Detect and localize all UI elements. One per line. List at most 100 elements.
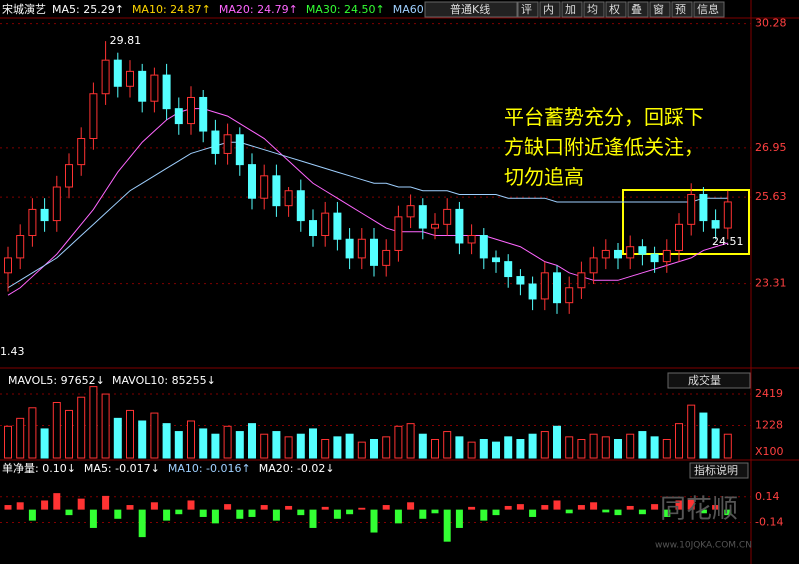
- candle-body: [101, 59, 110, 95]
- candle-body: [370, 238, 378, 266]
- legend-entry: MAVOL10: 85255↓: [112, 374, 216, 387]
- netflow-bar: [102, 495, 110, 510]
- candle-body: [174, 108, 183, 125]
- help-button[interactable]: [689, 462, 749, 479]
- candle-body: [284, 190, 293, 207]
- netflow-bar: [41, 500, 49, 510]
- candle-body: [638, 246, 647, 255]
- candle-body: [504, 261, 513, 278]
- toolbar-button[interactable]: [627, 1, 649, 18]
- netflow-bar: [248, 509, 256, 517]
- netflow-bar: [272, 509, 280, 521]
- volume-bar: [4, 425, 12, 459]
- volume-bar: [626, 433, 635, 459]
- candle-body: [711, 220, 720, 229]
- netflow-bar: [346, 509, 354, 515]
- volume-bar: [516, 438, 525, 459]
- watermark-brand: 同花顺: [660, 495, 738, 525]
- volume-bar: [528, 433, 537, 459]
- netflow-bar: [455, 509, 463, 528]
- toolbar-button[interactable]: [517, 1, 539, 18]
- chart-style[interactable]: 普通K线: [450, 2, 490, 16]
- help-button-label[interactable]: 指标说明: [694, 463, 738, 477]
- volume-bar: [492, 441, 500, 459]
- netflow-bar: [419, 509, 427, 519]
- toolbar-button-label[interactable]: 叠: [631, 3, 642, 16]
- annotation: 平台蓄势充分，回踩下方缺口附近逢低关注，切勿追高: [504, 105, 704, 189]
- indicator-select[interactable]: [667, 372, 751, 389]
- toolbar-button-label[interactable]: 信息: [697, 2, 719, 16]
- toolbar-button-label[interactable]: 加: [565, 3, 576, 16]
- volume-bar: [272, 431, 281, 459]
- y-tick-label: 26.95: [755, 141, 787, 154]
- candle-body: [345, 238, 354, 259]
- toolbar-button-label[interactable]: 窗: [653, 2, 664, 16]
- candle-body: [357, 238, 366, 259]
- candle-body: [187, 96, 195, 125]
- toolbar-button-label[interactable]: 权: [609, 3, 620, 16]
- toolbar-button-label[interactable]: 预: [675, 3, 686, 16]
- netflow-bar: [407, 502, 415, 510]
- volume-bar: [260, 433, 269, 459]
- toolbar-button[interactable]: [583, 1, 605, 18]
- volume-bar: [296, 433, 305, 459]
- candle-body: [394, 216, 403, 251]
- candle-body: [138, 70, 147, 102]
- netflow-bar: [28, 509, 36, 521]
- netflow-bar: [89, 509, 97, 528]
- y-tick-label: 25.63: [755, 190, 787, 203]
- netflow-bar: [541, 505, 549, 510]
- low-label: 1.43: [0, 345, 25, 358]
- netflow-bar: [358, 507, 366, 510]
- candle-body: [675, 223, 683, 251]
- toolbar-button[interactable]: [605, 1, 627, 18]
- netflow-bar: [333, 509, 341, 519]
- toolbar-button-label[interactable]: 内: [543, 2, 554, 16]
- candle-body: [431, 223, 439, 229]
- peak-label: 29.81: [110, 34, 142, 47]
- toolbar-button[interactable]: [693, 1, 725, 18]
- netflow-bar: [443, 509, 451, 542]
- indicator-label: MA10: 24.87↑: [132, 3, 211, 16]
- toolbar-button-label[interactable]: 均: [587, 3, 598, 16]
- volume-bar: [138, 420, 147, 459]
- candle-body: [492, 257, 500, 263]
- candle-body: [443, 208, 452, 225]
- volume-bar: [101, 393, 110, 459]
- style-select[interactable]: [424, 1, 518, 18]
- volume-bar: [443, 431, 452, 459]
- toolbar-button-label[interactable]: 评: [521, 3, 532, 16]
- netflow-bar: [199, 509, 207, 517]
- volume-bar: [40, 428, 49, 459]
- netflow-bar: [309, 509, 317, 528]
- last-price-label: 24.51: [712, 235, 744, 248]
- netflow-bar: [175, 509, 183, 515]
- candle-body: [211, 130, 220, 154]
- candle-body: [199, 96, 208, 132]
- toolbar-button[interactable]: [671, 1, 693, 18]
- candle-body: [40, 208, 49, 222]
- toolbar-button[interactable]: [649, 1, 671, 18]
- candle-body: [309, 220, 317, 237]
- volume-bar: [504, 436, 513, 459]
- netflow-bar: [138, 509, 146, 538]
- volume-bar: [565, 436, 574, 459]
- candle-body: [4, 257, 12, 274]
- netflow-bar: [224, 504, 232, 510]
- volume-bar: [150, 412, 159, 459]
- volume-bar: [711, 428, 720, 459]
- candle-body: [577, 272, 586, 289]
- volume-bar: [553, 425, 561, 459]
- indicator-select-label[interactable]: 成交量: [688, 373, 721, 387]
- indicator-label: MA20: 24.79↑: [219, 3, 298, 16]
- toolbar-button[interactable]: [539, 1, 561, 18]
- netflow-bar: [321, 506, 329, 510]
- volume-bar: [321, 438, 330, 459]
- candle-body: [687, 193, 696, 225]
- volume-bar: [113, 417, 122, 459]
- candle-body: [650, 253, 659, 263]
- candle-body: [699, 193, 708, 222]
- netflow-bar: [663, 509, 671, 517]
- toolbar-button[interactable]: [561, 1, 583, 18]
